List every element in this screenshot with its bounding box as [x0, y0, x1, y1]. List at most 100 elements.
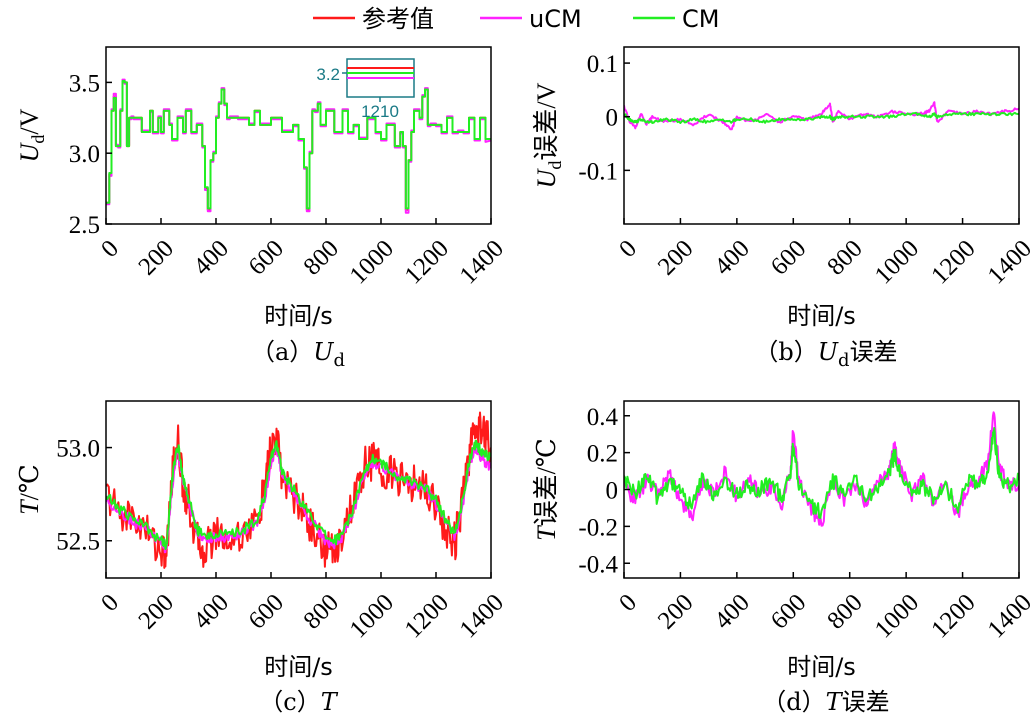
y-axis-label: Ud误差/V — [532, 82, 565, 188]
x-tick-label: 800 — [822, 589, 868, 635]
x-tick-label: 0 — [614, 235, 642, 263]
series-line-b-1 — [624, 111, 1019, 124]
series-line-a-0 — [106, 81, 491, 211]
y-axis-label-var: T — [532, 525, 561, 541]
y-tick-label: 0.1 — [587, 51, 618, 78]
x-tick-label: 400 — [189, 235, 235, 281]
x-tick-label: 1200 — [926, 589, 980, 643]
y-axis-label-unit: 误差/V — [532, 82, 561, 160]
caption-index: （d） — [762, 688, 825, 716]
y-axis-label: T误差/℃ — [532, 438, 561, 541]
series-line-d-0 — [624, 411, 1019, 527]
x-tick-label: 600 — [766, 235, 812, 281]
panel-c-temperature: 0 200 400 600 800 1000 1200 140052.553.0T/℃时间/s… — [15, 400, 509, 716]
y-axis-label-unit: 误差/℃ — [532, 438, 561, 526]
y-axis-label-sub: d — [28, 135, 48, 144]
caption-var: T — [321, 688, 339, 716]
inset-y-label: 3.2 — [316, 65, 340, 84]
x-tick-label: 0 — [614, 589, 642, 617]
legend-label-ref: 参考值 — [362, 5, 434, 33]
x-tick-label: 400 — [709, 235, 755, 281]
y-tick-label: 0.4 — [587, 404, 619, 431]
caption-index: （b） — [754, 338, 817, 366]
plot-frame — [105, 46, 492, 225]
y-tick-label: 3.0 — [69, 141, 100, 168]
x-tick-label: 1200 — [400, 589, 454, 643]
y-tick-label: 52.5 — [56, 529, 100, 556]
x-tick-label: 200 — [653, 235, 699, 281]
plot-area — [624, 411, 1019, 527]
x-tick-label: 600 — [244, 235, 290, 281]
y-tick-label: 0.2 — [587, 441, 618, 468]
y-tick-label: 0 — [606, 105, 619, 132]
x-tick-label: 800 — [299, 589, 345, 635]
x-tick-label: 200 — [134, 235, 180, 281]
legend-label-cm: CM — [682, 5, 719, 33]
panel-caption: （d）T误差 — [762, 688, 889, 716]
y-axis-label-unit: /℃ — [15, 464, 44, 500]
plot-frame — [623, 46, 1020, 225]
y-tick-label: -0.4 — [578, 551, 618, 578]
caption-var: T — [826, 688, 844, 716]
panel-caption: （b）Ud误差 — [754, 338, 897, 371]
panel-a-ud: 0 200 400 600 800 1000 1200 1400 2.5 3.0 3.5 Ud/V 时间… — [15, 46, 509, 371]
y-tick-label: 2.5 — [69, 212, 100, 239]
x-tick-label: 1400 — [455, 589, 509, 643]
plot-area — [106, 411, 491, 569]
y-tick-label: -0.1 — [578, 158, 618, 185]
x-tick-label: 600 — [766, 589, 812, 635]
x-axis-label: 时间/s — [787, 653, 856, 681]
legend: 参考值 uCM CM — [313, 5, 719, 33]
series-line-a-1 — [106, 78, 491, 214]
caption-sub: d — [334, 350, 346, 371]
panel-caption: （c）T — [259, 688, 338, 716]
y-tick-label: 3.5 — [69, 70, 100, 97]
plot-area — [624, 101, 1019, 131]
x-tick-label: 1400 — [983, 235, 1031, 289]
series-line-a-2 — [106, 80, 491, 210]
x-tick-label: 200 — [653, 589, 699, 635]
x-tick-label: 0 — [96, 235, 124, 263]
panel-caption: （a）Ud — [251, 338, 345, 371]
x-tick-label: 1400 — [983, 589, 1031, 643]
caption-suffix: 误差 — [842, 688, 890, 716]
y-axis-label-sub: d — [545, 161, 565, 170]
panel-d-temperature-error: 0 200 400 600 800 1000 1200 1400 -0.4 -0.2 0 0.2 0.4… — [532, 400, 1031, 716]
y-axis-label: Ud/V — [15, 108, 48, 162]
series-line-c-2 — [106, 439, 491, 550]
x-tick-label: 600 — [244, 589, 290, 635]
y-tick-label: 0 — [606, 478, 619, 505]
x-axis-label: 时间/s — [264, 302, 333, 330]
y-axis-label: T/℃ — [15, 464, 44, 515]
panel-b-ud-error: 0 200 400 600 800 1000 1200 1400-0.100.1Ud误差/V时… — [532, 46, 1031, 371]
plot-frame — [105, 400, 492, 579]
caption-suffix: 误差 — [850, 338, 898, 366]
y-axis-label-var: T — [15, 499, 44, 515]
series-line-c-0 — [106, 411, 491, 569]
x-tick-label: 1400 — [455, 235, 509, 289]
x-tick-label: 1000 — [345, 589, 399, 643]
x-tick-label: 1200 — [926, 235, 980, 289]
x-tick-label: 400 — [189, 589, 235, 635]
y-axis-label-var: U — [532, 167, 561, 188]
caption-sub: d — [838, 350, 850, 371]
x-tick-label: 800 — [822, 235, 868, 281]
caption-index: （c） — [259, 688, 320, 716]
y-axis-label-unit: /V — [15, 108, 44, 134]
caption-var: U — [313, 338, 334, 366]
caption-index: （a） — [251, 338, 313, 366]
x-axis-label: 时间/s — [264, 653, 333, 681]
inset-zoom: 3.2 1210 — [316, 58, 415, 121]
y-axis-label-var: U — [15, 141, 44, 162]
x-tick-label: 800 — [299, 235, 345, 281]
y-tick-label: 53.0 — [56, 436, 100, 463]
x-tick-label: 1000 — [870, 589, 924, 643]
x-tick-label: 1200 — [400, 235, 454, 289]
x-tick-label: 0 — [96, 589, 124, 617]
x-axis-label: 时间/s — [787, 302, 856, 330]
y-tick-label: -0.2 — [578, 514, 618, 541]
x-tick-label: 1000 — [345, 235, 399, 289]
x-tick-label: 400 — [709, 589, 755, 635]
legend-label-ucm: uCM — [529, 5, 582, 33]
